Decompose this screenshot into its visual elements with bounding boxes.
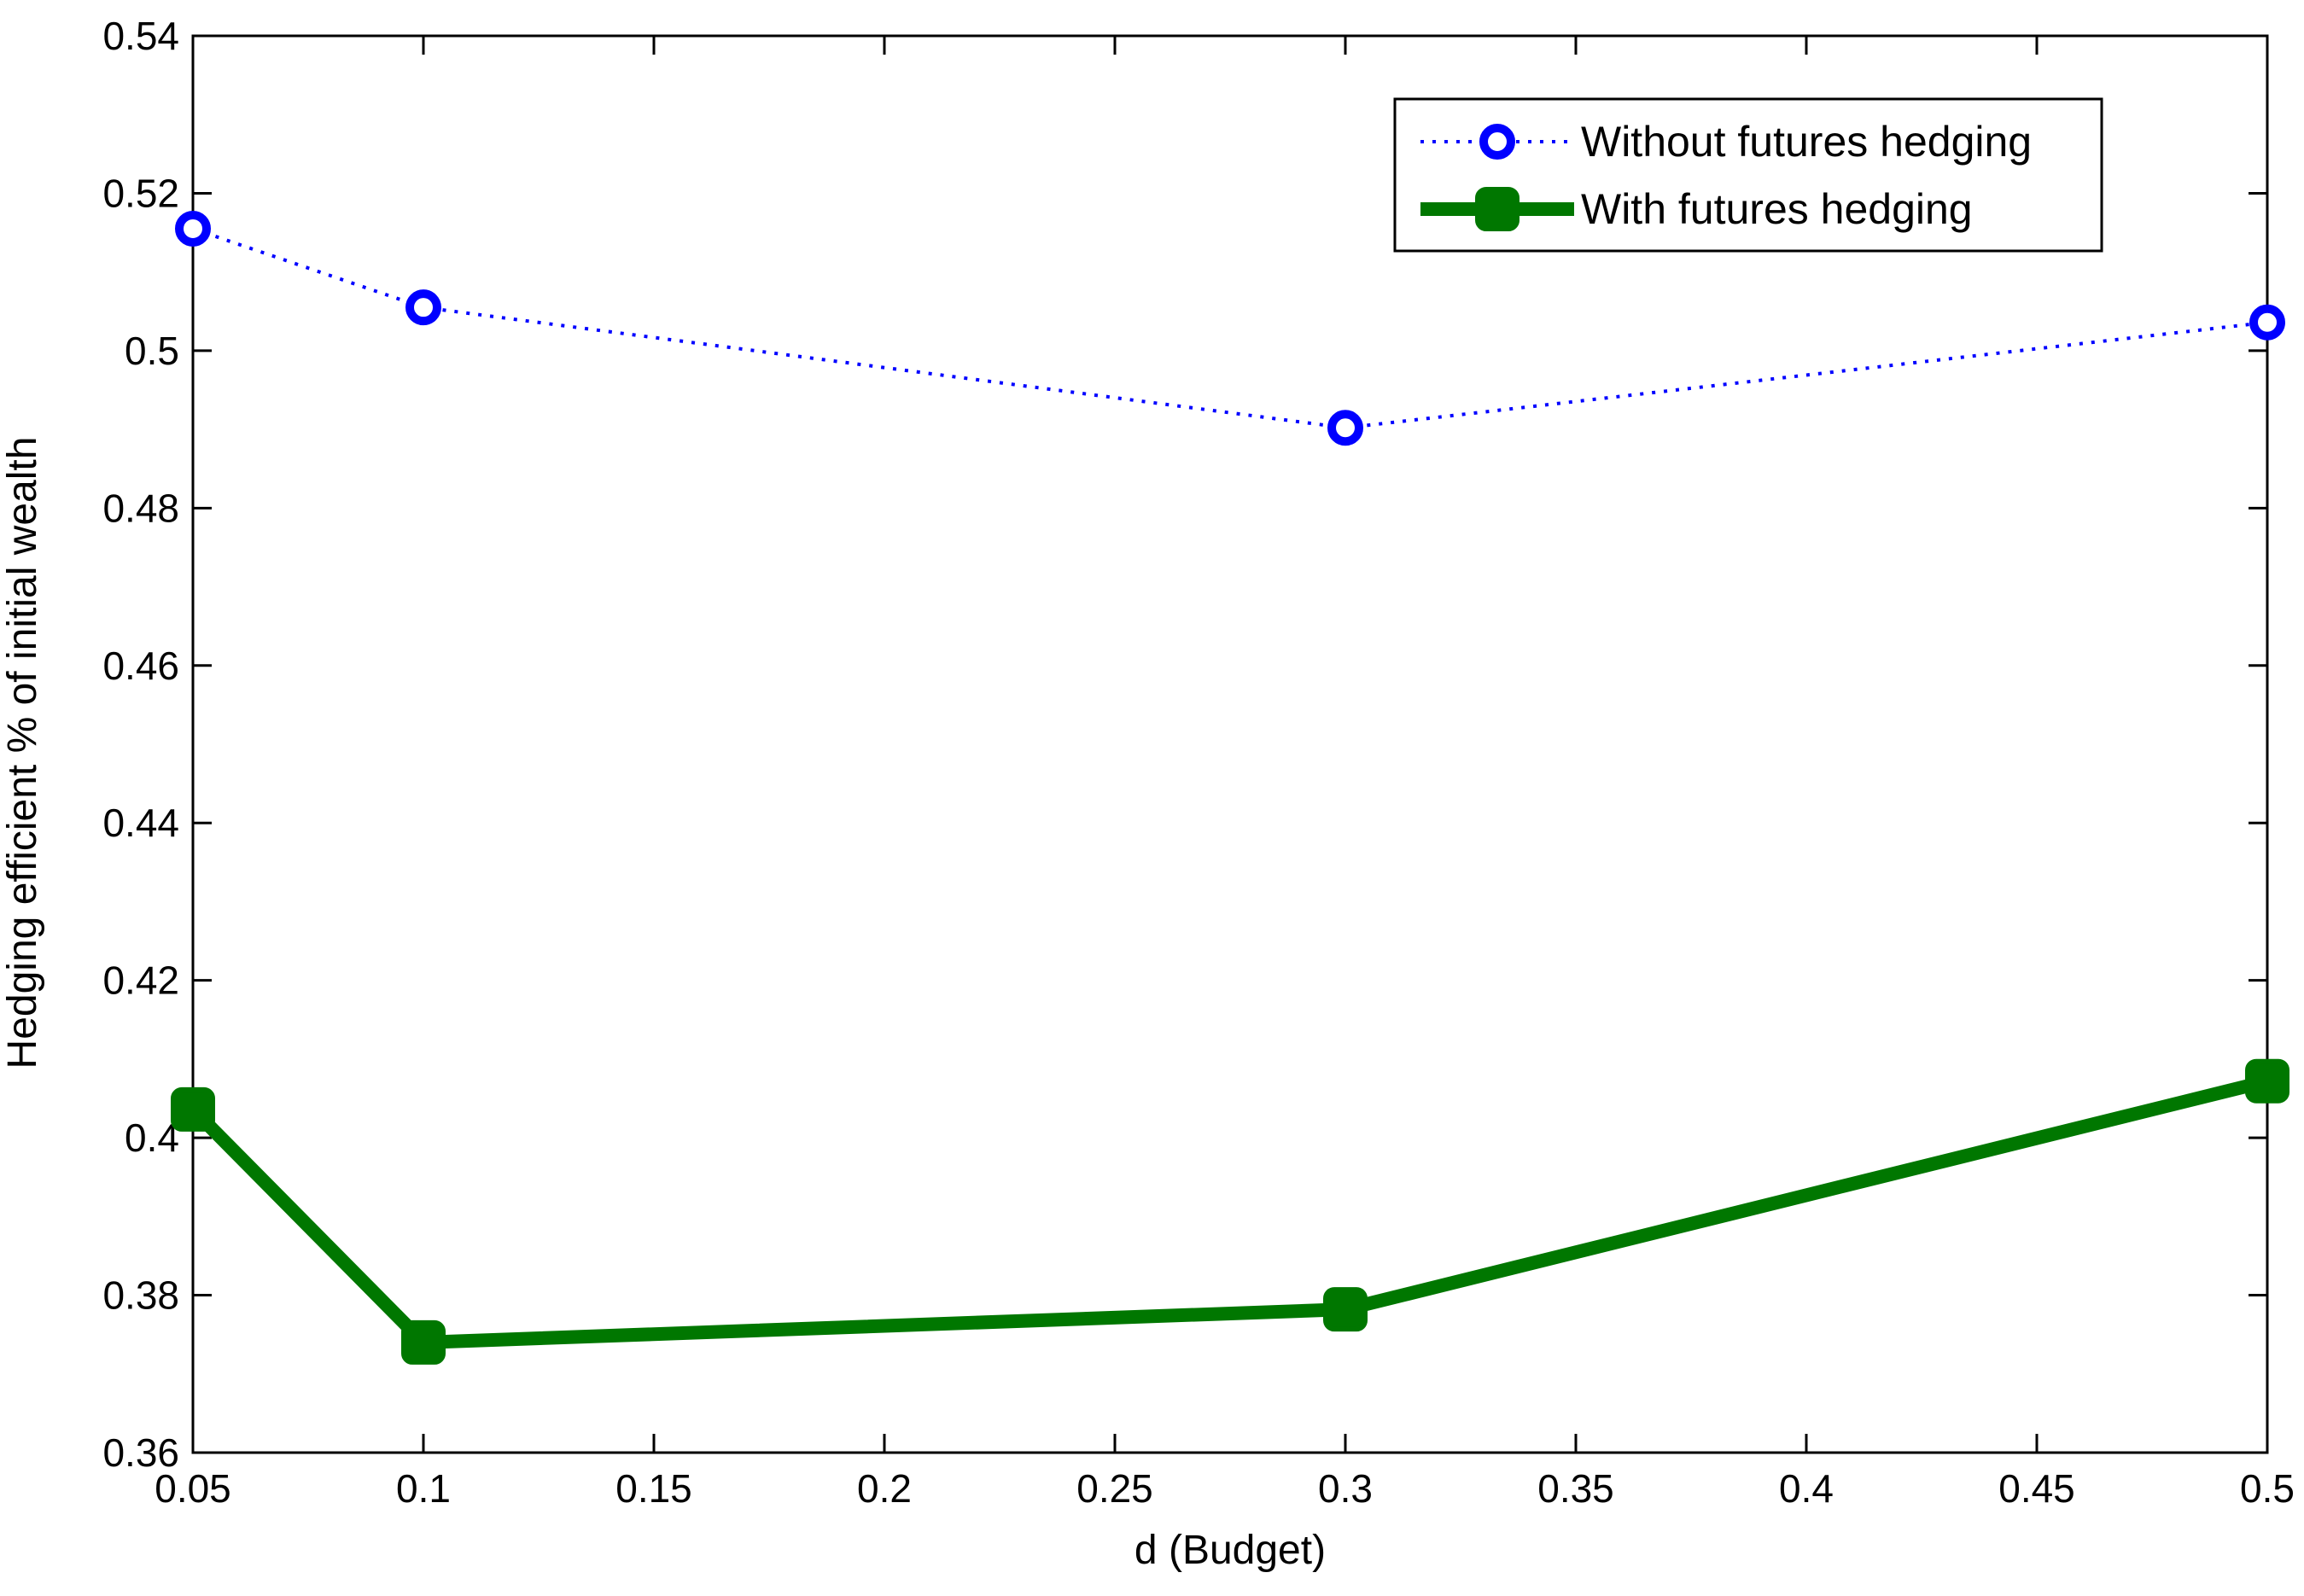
y-tick-label: 0.36	[102, 1430, 179, 1475]
x-tick-label: 0.25	[1076, 1466, 1153, 1511]
series-layer	[171, 210, 2289, 1365]
x-tick-label: 0.3	[1318, 1466, 1373, 1511]
x-tick-label: 0.5	[2240, 1466, 2295, 1511]
y-tick-label: 0.52	[102, 171, 179, 215]
data-point	[2245, 1058, 2289, 1104]
legend-swatch-marker	[1475, 187, 1519, 231]
series-0	[175, 210, 2285, 446]
x-axis-title: d (Budget)	[1135, 1528, 1326, 1573]
data-point	[171, 1086, 215, 1132]
x-tick-label: 0.35	[1537, 1466, 1614, 1511]
x-tick-label: 0.45	[1998, 1466, 2075, 1511]
y-tick-label: 0.46	[102, 644, 179, 688]
x-axis-ticks: 0.05 0.1 0.15 0.2 0.25 0.3 0.35 0.4 0.45 0.5	[155, 36, 2295, 1511]
data-point	[401, 1319, 446, 1365]
x-tick-label: 0.05	[155, 1466, 231, 1511]
series-line	[188, 1074, 2269, 1349]
x-tick-label: 0.1	[396, 1466, 451, 1511]
plot-frame	[191, 34, 2269, 1454]
y-tick-label: 0.48	[102, 486, 179, 530]
series-1	[171, 1058, 2289, 1365]
y-tick-label: 0.42	[102, 958, 179, 1003]
data-point	[2249, 304, 2285, 341]
data-point	[175, 210, 211, 247]
data-point	[405, 289, 441, 326]
legend-label: Without futures hedging	[1581, 118, 2032, 166]
x-tick-label: 0.2	[857, 1466, 912, 1511]
plot-area	[191, 34, 2269, 1454]
legend: Without futures hedging With futures hedg…	[1393, 97, 2103, 253]
y-tick-label: 0.54	[102, 14, 179, 58]
legend-swatch-marker	[1479, 124, 1515, 160]
data-point	[1327, 410, 1363, 446]
y-tick-label: 0.5	[125, 329, 179, 373]
y-axis-ticks: 0.36 0.38 0.4 0.42 0.44 0.46 0.48 0.5 0.52 0.54	[102, 14, 2267, 1475]
y-axis-title: Hedging efficient % of initial wealth	[0, 437, 45, 1069]
series-line	[192, 227, 2268, 430]
y-tick-label: 0.44	[102, 801, 179, 845]
x-tick-label: 0.15	[615, 1466, 692, 1511]
y-tick-label: 0.38	[102, 1273, 179, 1318]
data-point	[1323, 1287, 1368, 1332]
x-tick-label: 0.4	[1779, 1466, 1834, 1511]
legend-label: With futures hedging	[1581, 185, 1973, 233]
y-tick-label: 0.4	[125, 1115, 179, 1160]
